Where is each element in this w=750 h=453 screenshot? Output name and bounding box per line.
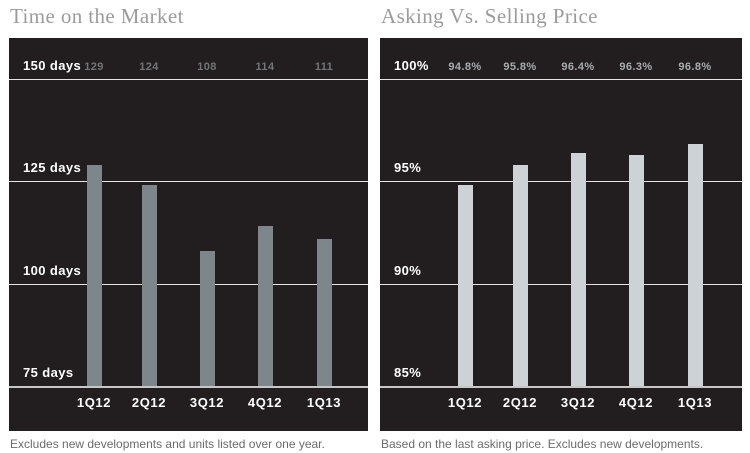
gridline [380,386,742,388]
bar [571,153,586,386]
bar [87,165,102,386]
gridline [9,79,368,80]
bar-value-label: 96.3% [619,61,653,73]
gridline [9,284,368,285]
chart-panel: 100% 95% 90% 85% 94.8% 1Q12 95.8% 2Q12 96.4% 3Q12… [380,38,742,431]
gridline [380,181,742,182]
y-axis-tick-label: 75 days [23,365,74,380]
bar [513,165,528,386]
bar [142,185,157,386]
gridline [380,284,742,285]
y-axis-tick-label: 95% [394,160,422,175]
bar [458,185,473,386]
gridline [9,386,368,388]
chart-title: Time on the Market [10,4,184,28]
chart-asking-vs-selling-price: Asking Vs. Selling Price 100% 95% 90% 85% 94… [380,4,742,451]
x-axis-category-label: 2Q12 [131,395,167,410]
bar-value-label: 95.8% [503,61,537,73]
chart-panel: 150 days 125 days 100 days 75 days 129 1Q12 12… [9,38,368,431]
x-axis-category-label: 3Q12 [560,395,596,410]
bar-value-label: 108 [197,61,217,73]
y-axis-tick-label: 90% [394,263,422,278]
bar [317,239,332,386]
gridline [380,79,742,80]
x-axis-category-label: 4Q12 [247,395,283,410]
x-axis-category-label: 4Q12 [618,395,654,410]
bar-value-label: 114 [255,61,275,73]
y-axis-tick-label: 125 days [23,160,82,175]
bar-value-label: 94.8% [448,61,482,73]
bar-value-label: 96.8% [678,61,712,73]
bar-value-label: 96.4% [561,61,595,73]
y-axis-tick-label: 100% [394,58,429,73]
chart-title: Asking Vs. Selling Price [381,4,598,28]
gridline [9,181,368,182]
bar-value-label: 129 [84,61,104,73]
x-axis-category-label: 3Q12 [189,395,225,410]
chart-caption: Based on the last asking price. Excludes… [381,437,704,451]
x-axis-category-label: 1Q12 [76,395,112,410]
x-axis-category-label: 2Q12 [502,395,538,410]
bar-value-label: 124 [139,61,159,73]
x-axis-category-label: 1Q12 [447,395,483,410]
bar-value-label: 111 [314,61,334,73]
y-axis-tick-label: 150 days [23,58,82,73]
bar [629,155,644,386]
bar [200,251,215,386]
x-axis-category-label: 1Q13 [306,395,342,410]
bar [258,226,273,386]
y-axis-tick-label: 100 days [23,263,82,278]
x-axis-category-label: 1Q13 [677,395,713,410]
bar [688,144,703,386]
chart-time-on-market: Time on the Market 150 days 125 days 100 d… [9,4,368,451]
chart-caption: Excludes new developments and units list… [10,437,325,451]
y-axis-tick-label: 85% [394,365,422,380]
